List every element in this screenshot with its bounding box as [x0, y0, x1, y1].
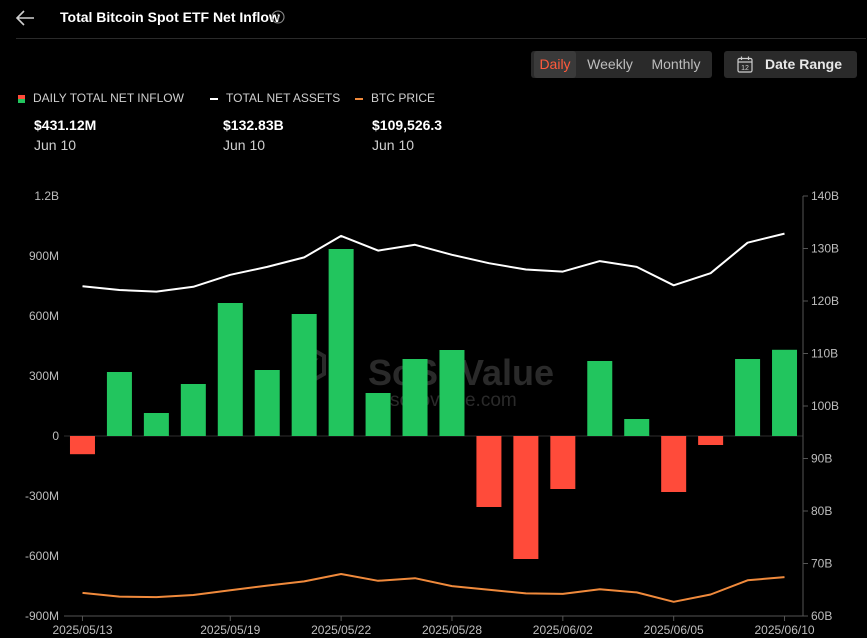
assets-value: $132.83B — [223, 117, 284, 133]
inflow-date: Jun 10 — [34, 137, 77, 153]
back-arrow-icon[interactable] — [14, 8, 36, 28]
legend-assets-swatch — [210, 97, 218, 100]
btc-price-date: Jun 10 — [372, 137, 415, 153]
right-axis-tick: 100B — [811, 399, 839, 413]
right-axis-tick: 80B — [811, 504, 832, 518]
legend-inflow: DAILY TOTAL NET INFLOW — [18, 91, 184, 105]
inflow-bar[interactable] — [402, 359, 428, 436]
total-net-assets-line — [82, 232, 785, 293]
inflow-bar[interactable] — [550, 436, 576, 489]
period-toggle: Daily Weekly Monthly — [531, 51, 712, 78]
tab-daily[interactable]: Daily — [534, 51, 576, 78]
inflow-bar[interactable] — [217, 303, 243, 436]
inflow-bar[interactable] — [365, 393, 391, 436]
inflow-bar[interactable] — [69, 436, 95, 455]
date-range-button[interactable]: 12 Date Range — [724, 51, 857, 78]
legend-inflow-swatch — [18, 94, 25, 103]
left-axis-tick: -900M — [25, 609, 59, 623]
header-divider — [16, 38, 866, 39]
inflow-bar[interactable] — [735, 359, 761, 436]
calendar-icon: 12 — [737, 56, 753, 73]
assets-date: Jun 10 — [223, 137, 266, 153]
date-range-label: Date Range — [765, 56, 843, 72]
tab-weekly[interactable]: Weekly — [587, 56, 633, 72]
inflow-bar[interactable] — [106, 372, 132, 436]
legend-btc-swatch — [355, 97, 363, 100]
inflow-bar[interactable] — [180, 384, 206, 436]
axes: 1.2B 900M 600M 300M 0 -300M -600M -900M 140B 130B… — [25, 189, 839, 637]
lines — [82, 232, 785, 603]
inflow-bar[interactable] — [772, 349, 798, 436]
right-axis-tick: 130B — [811, 242, 839, 256]
net-inflow-chart: SoSoValue sosovalue.com 1.2B900M600M300M… — [25, 189, 839, 637]
x-axis-tick: 2025/06/05 — [644, 623, 704, 637]
x-axis-tick: 2025/05/19 — [200, 623, 260, 637]
inflow-bar[interactable] — [513, 436, 539, 559]
inflow-bar[interactable] — [661, 436, 687, 492]
right-axis-tick: 140B — [811, 189, 839, 203]
x-axis-tick: 2025/06/02 — [533, 623, 593, 637]
right-axis-tick: 110B — [811, 347, 838, 361]
page-title: Total Bitcoin Spot ETF Net Inflow — [60, 9, 280, 25]
bars — [69, 249, 798, 559]
x-axis-tick: 2025/05/22 — [311, 623, 371, 637]
left-axis-tick: 600M — [29, 309, 59, 323]
right-axis-tick: 120B — [811, 294, 839, 308]
legend-inflow-label: DAILY TOTAL NET INFLOW — [33, 91, 184, 105]
left-axis-tick: -600M — [25, 549, 59, 563]
inflow-bar[interactable] — [698, 436, 724, 445]
header-bar: Total Bitcoin Spot ETF Net Inflow — [0, 0, 867, 38]
inflow-bar[interactable] — [587, 361, 613, 436]
tab-monthly[interactable]: Monthly — [651, 56, 701, 72]
inflow-bar[interactable] — [624, 419, 650, 436]
btc-price-line — [82, 573, 785, 603]
inflow-bar[interactable] — [291, 314, 317, 436]
right-axis-tick: 90B — [811, 452, 832, 466]
inflow-bar[interactable] — [328, 249, 354, 436]
legend-btc: BTC PRICE — [355, 91, 435, 105]
inflow-bar[interactable] — [143, 413, 169, 436]
left-axis-tick: 300M — [29, 369, 59, 383]
inflow-bar[interactable] — [254, 370, 280, 436]
left-axis-tick: 1.2B — [34, 189, 59, 203]
x-axis-tick: 2025/05/13 — [52, 623, 112, 637]
btc-price-value: $109,526.3 — [372, 117, 443, 133]
svg-text:12: 12 — [741, 65, 749, 72]
info-icon[interactable] — [271, 10, 285, 24]
legend-assets: TOTAL NET ASSETS — [210, 91, 340, 105]
x-axis-tick: 2025/06/10 — [754, 623, 814, 637]
left-axis-tick: -300M — [25, 489, 59, 503]
right-axis-tick: 60B — [811, 609, 832, 623]
x-axis-tick: 2025/05/28 — [422, 623, 482, 637]
inflow-bar[interactable] — [439, 350, 465, 436]
inflow-bar[interactable] — [476, 436, 502, 507]
legend-btc-label: BTC PRICE — [371, 91, 436, 105]
left-axis-tick: 900M — [29, 249, 59, 263]
left-axis-tick: 0 — [52, 429, 59, 443]
right-axis-tick: 70B — [811, 557, 832, 571]
inflow-value: $431.12M — [34, 117, 97, 133]
legend-assets-label: TOTAL NET ASSETS — [226, 91, 341, 105]
